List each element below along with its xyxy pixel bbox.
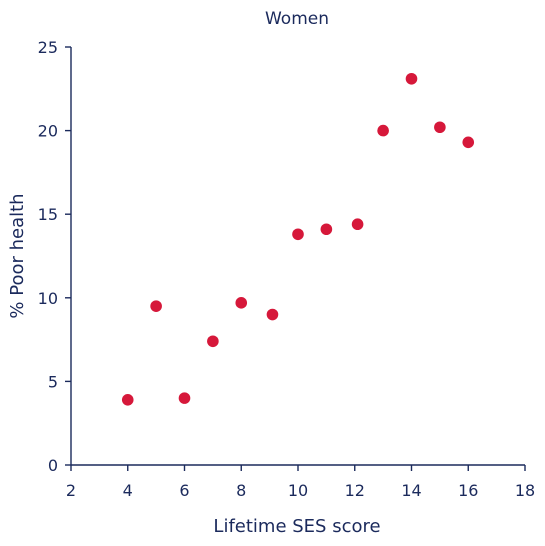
- y-tick-label: 15: [38, 205, 58, 224]
- x-tick-label: 12: [345, 481, 365, 500]
- x-tick-label: 6: [179, 481, 189, 500]
- x-axis-label: Lifetime SES score: [213, 516, 380, 537]
- data-points: [121, 72, 475, 406]
- data-point: [434, 121, 446, 134]
- data-point: [292, 228, 304, 241]
- y-tick-label: 0: [48, 456, 58, 475]
- x-tick-label: 14: [401, 481, 421, 500]
- data-point: [320, 223, 333, 236]
- data-point: [178, 392, 191, 404]
- data-point: [351, 218, 364, 231]
- data-point: [405, 72, 418, 85]
- x-tick-label: 2: [66, 481, 76, 500]
- y-tick-label: 25: [38, 38, 58, 57]
- y-ticks: 0 5 10 15 20 25: [38, 38, 71, 475]
- data-point: [462, 136, 475, 149]
- data-point: [266, 308, 279, 321]
- x-tick-label: 16: [458, 481, 478, 500]
- x-tick-label: 10: [288, 481, 308, 500]
- data-point: [235, 297, 248, 309]
- x-ticks: 2 4 6 8 10 12 14 16 18: [66, 465, 535, 500]
- chart-title: Women: [265, 9, 329, 29]
- y-axis-label: % Poor health: [7, 193, 28, 318]
- y-tick-label: 10: [38, 289, 58, 308]
- x-tick-label: 8: [236, 481, 246, 500]
- y-tick-label: 20: [38, 122, 58, 141]
- x-tick-label: 18: [515, 481, 535, 500]
- data-point: [121, 393, 134, 406]
- y-tick-label: 5: [48, 372, 58, 391]
- data-point: [377, 124, 389, 137]
- data-point: [150, 300, 162, 312]
- data-point: [207, 335, 219, 348]
- x-tick-label: 4: [123, 481, 133, 500]
